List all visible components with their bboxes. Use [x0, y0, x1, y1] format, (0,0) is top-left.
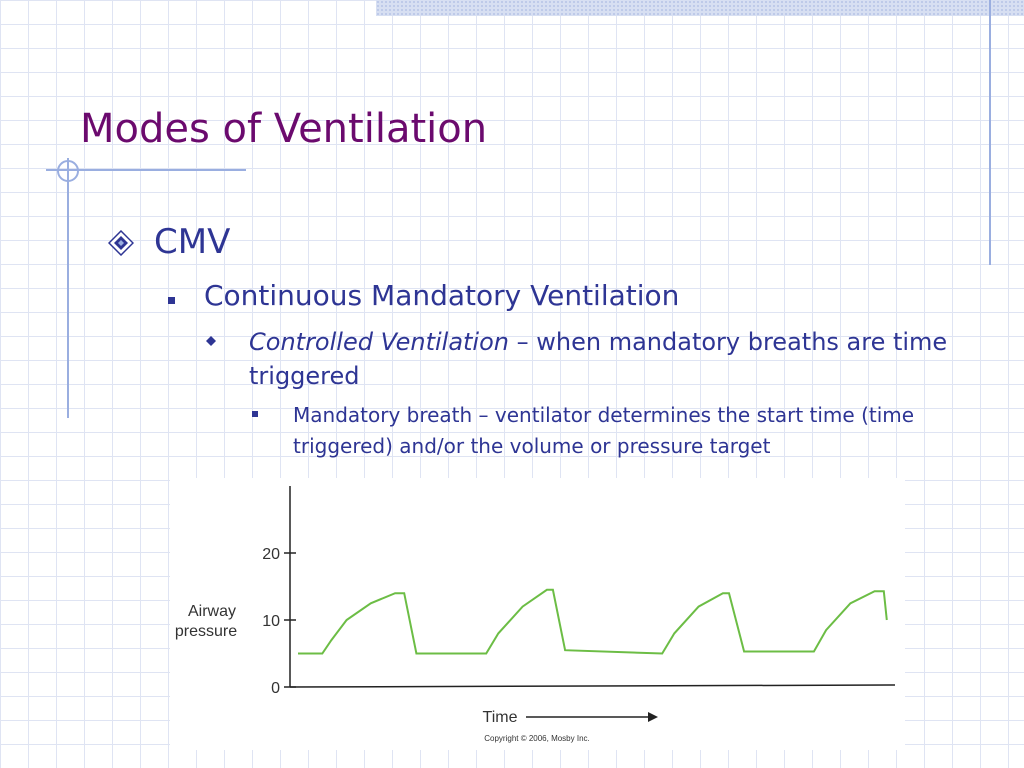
airway-pressure-chart: 0 10 20 Airway pressure Time Copyright © 2… — [170, 478, 905, 750]
circle-ornament — [57, 160, 79, 182]
x-axis-label: Time — [483, 709, 518, 726]
bullet-controlled-ventilation: Controlled Ventilation – when mandatory … — [249, 325, 949, 393]
left-decoration-line — [67, 158, 69, 418]
slide-title: Modes of Ventilation — [80, 106, 488, 152]
y-axis-label-line2: pressure — [175, 623, 237, 640]
header-decoration-band — [376, 0, 1024, 16]
square-bullet-icon — [252, 411, 258, 417]
diamond-bullet-icon — [108, 230, 134, 256]
y-tick-label: 10 — [262, 613, 280, 630]
controlled-ventilation-definition: – when mandatory breaths are time trigge… — [249, 328, 948, 390]
y-axis-label-line1: Airway — [188, 603, 236, 620]
y-tick-label: 0 — [271, 680, 280, 697]
time-arrow-head — [648, 712, 658, 722]
bullet-cmv: CMV — [154, 222, 231, 262]
pressure-waveform — [298, 588, 888, 655]
square-bullet-icon — [168, 297, 175, 304]
small-diamond-bullet-icon — [206, 336, 216, 346]
right-decoration-line — [989, 0, 991, 265]
chart-canvas: 0 10 20 Airway pressure Time Copyright © 2… — [175, 486, 896, 743]
title-underline — [46, 169, 246, 171]
controlled-ventilation-term: Controlled Ventilation — [249, 328, 509, 356]
x-axis — [289, 684, 896, 688]
bullet-continuous-mandatory-ventilation: Continuous Mandatory Ventilation — [204, 279, 680, 312]
bullet-mandatory-breath: Mandatory breath – ventilator determines… — [293, 403, 915, 458]
y-tick-label: 20 — [262, 546, 280, 563]
copyright-credit: Copyright © 2006, Mosby Inc. — [484, 734, 590, 743]
